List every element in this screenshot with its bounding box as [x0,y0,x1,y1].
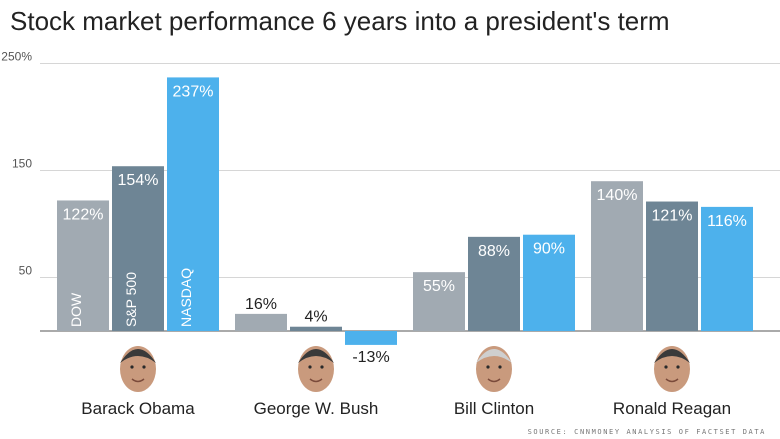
bar [701,206,753,331]
category-label: George W. Bush [254,399,379,418]
bush-portrait-icon [298,346,334,392]
clinton-portrait-icon [476,346,512,392]
data-labels: 122% 154% 237% 16% 4% -13% 55% 88% 90% 140% 121% 11… [63,83,747,366]
data-label: 90% [533,241,565,258]
data-label: 154% [118,172,159,189]
data-label: 88% [478,243,510,260]
data-label: 121% [652,208,693,225]
category-label: Barack Obama [81,399,195,418]
bar [468,236,520,331]
data-label: 237% [173,83,214,100]
series-name: DOW [68,292,84,327]
series-name: NASDAQ [178,268,194,327]
source-note: SOURCE: CNNMONEY ANALYSIS OF FACTSET DAT… [527,428,766,436]
data-label: 116% [707,213,747,230]
y-tick-label: 250% [1,50,32,64]
category-label: Bill Clinton [454,399,534,418]
series-name: S&P 500 [123,272,139,327]
data-label: 4% [304,309,327,326]
bar [523,234,575,331]
y-tick-label: 50 [19,264,33,278]
bar [290,326,342,331]
obama-portrait-icon [120,346,156,392]
bar [413,272,465,331]
data-label: 122% [63,206,104,223]
bar [591,181,643,331]
category-labels: Barack Obama George W. Bush Bill Clinton Ro… [81,346,731,418]
bar [167,77,219,331]
data-label: 16% [245,296,277,313]
y-tick-label: 150 [12,157,32,171]
data-label: 55% [423,278,455,295]
chart-title: Stock market performance 6 years into a … [10,6,670,36]
bars [57,77,753,345]
reagan-portrait-icon [654,346,690,392]
series-legend: DOW S&P 500 NASDAQ [68,268,194,327]
bar [345,331,397,345]
bar [646,201,698,331]
bar [235,313,287,331]
data-label: -13% [352,349,389,366]
bar [57,200,109,331]
category-label: Ronald Reagan [613,399,731,418]
data-label: 140% [597,187,638,204]
bar [112,166,164,331]
